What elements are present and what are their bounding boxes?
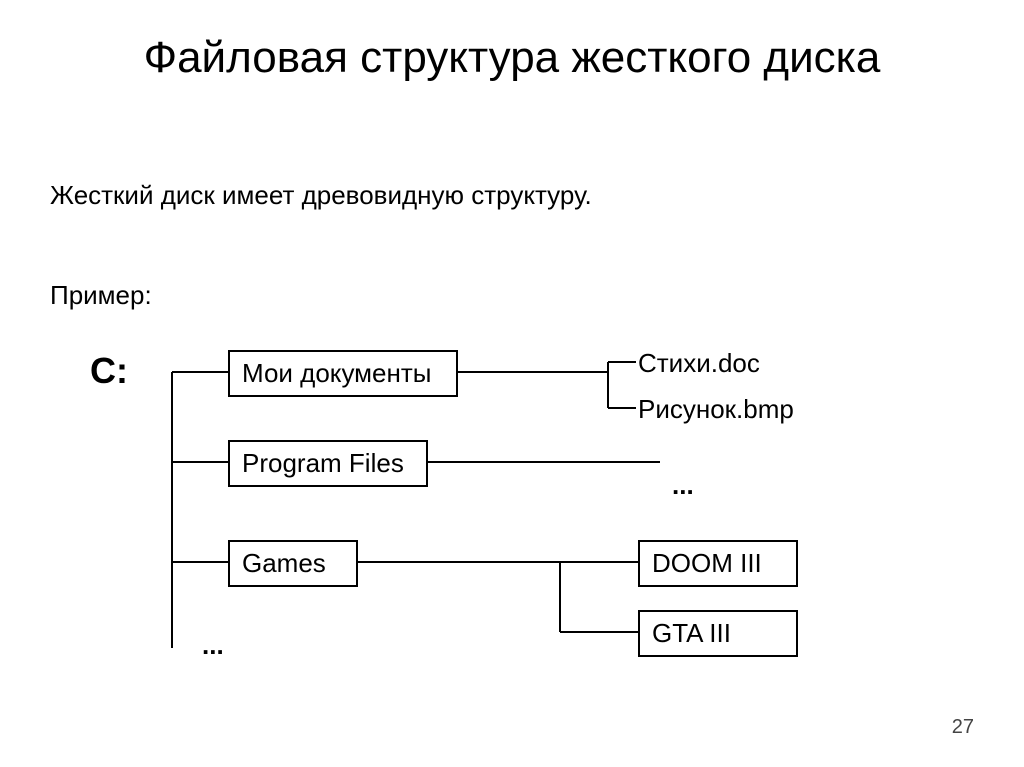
node-risunok: Рисунок.bmp: [638, 394, 794, 425]
node-stihi: Стихи.doc: [638, 348, 760, 379]
node-gta: GTA III: [638, 610, 798, 657]
ellipsis-trunk: ...: [202, 630, 224, 661]
page-number: 27: [952, 716, 974, 739]
node-games: Games: [228, 540, 358, 587]
node-program-files: Program Files: [228, 440, 428, 487]
tree-connectors: [0, 0, 1024, 767]
slide: Файловая структура жесткого диска Жестки…: [0, 0, 1024, 767]
node-doom: DOOM III: [638, 540, 798, 587]
node-my-documents: Мои документы: [228, 350, 458, 397]
ellipsis-program-files: ...: [672, 470, 694, 501]
